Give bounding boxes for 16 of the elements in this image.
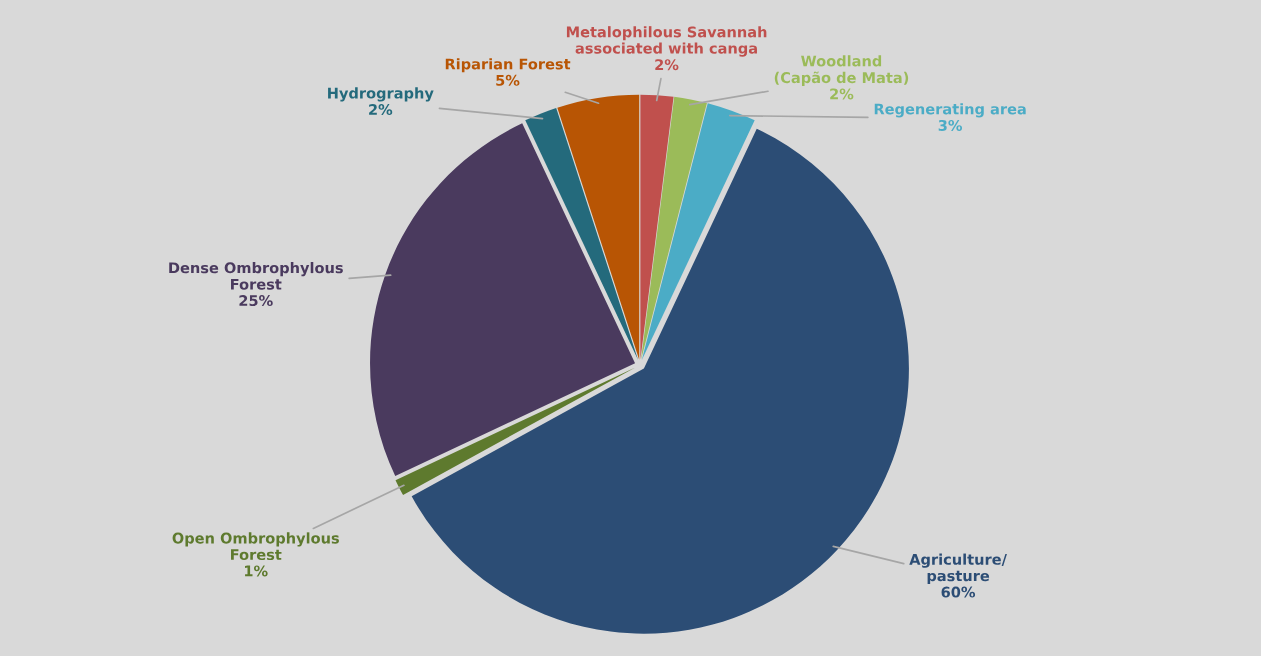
- data-label: 2%: [369, 104, 393, 116]
- data-label: 1%: [245, 565, 268, 577]
- data-label: 60%: [941, 586, 976, 598]
- data-label: 2%: [655, 59, 679, 71]
- slice-label: Woodland (Capão de Mata): [774, 55, 909, 86]
- slice-label: Open Ombrophylous Forest: [172, 532, 339, 561]
- slice-label: Regenerating area: [874, 103, 1026, 118]
- slice-label: Dense Ombrophylous Forest: [169, 262, 343, 290]
- slice-label: Metalophilous Savannah associated with canga: [566, 26, 767, 57]
- slice-label: Agriculture/ pasture: [909, 553, 1007, 585]
- data-label: 5%: [496, 74, 520, 86]
- slice-label: Hydrography: [328, 87, 434, 102]
- data-label: 3%: [938, 119, 963, 131]
- slice-label: Riparian Forest: [445, 58, 571, 73]
- data-label: 2%: [830, 88, 854, 100]
- data-label: 25%: [239, 295, 273, 307]
